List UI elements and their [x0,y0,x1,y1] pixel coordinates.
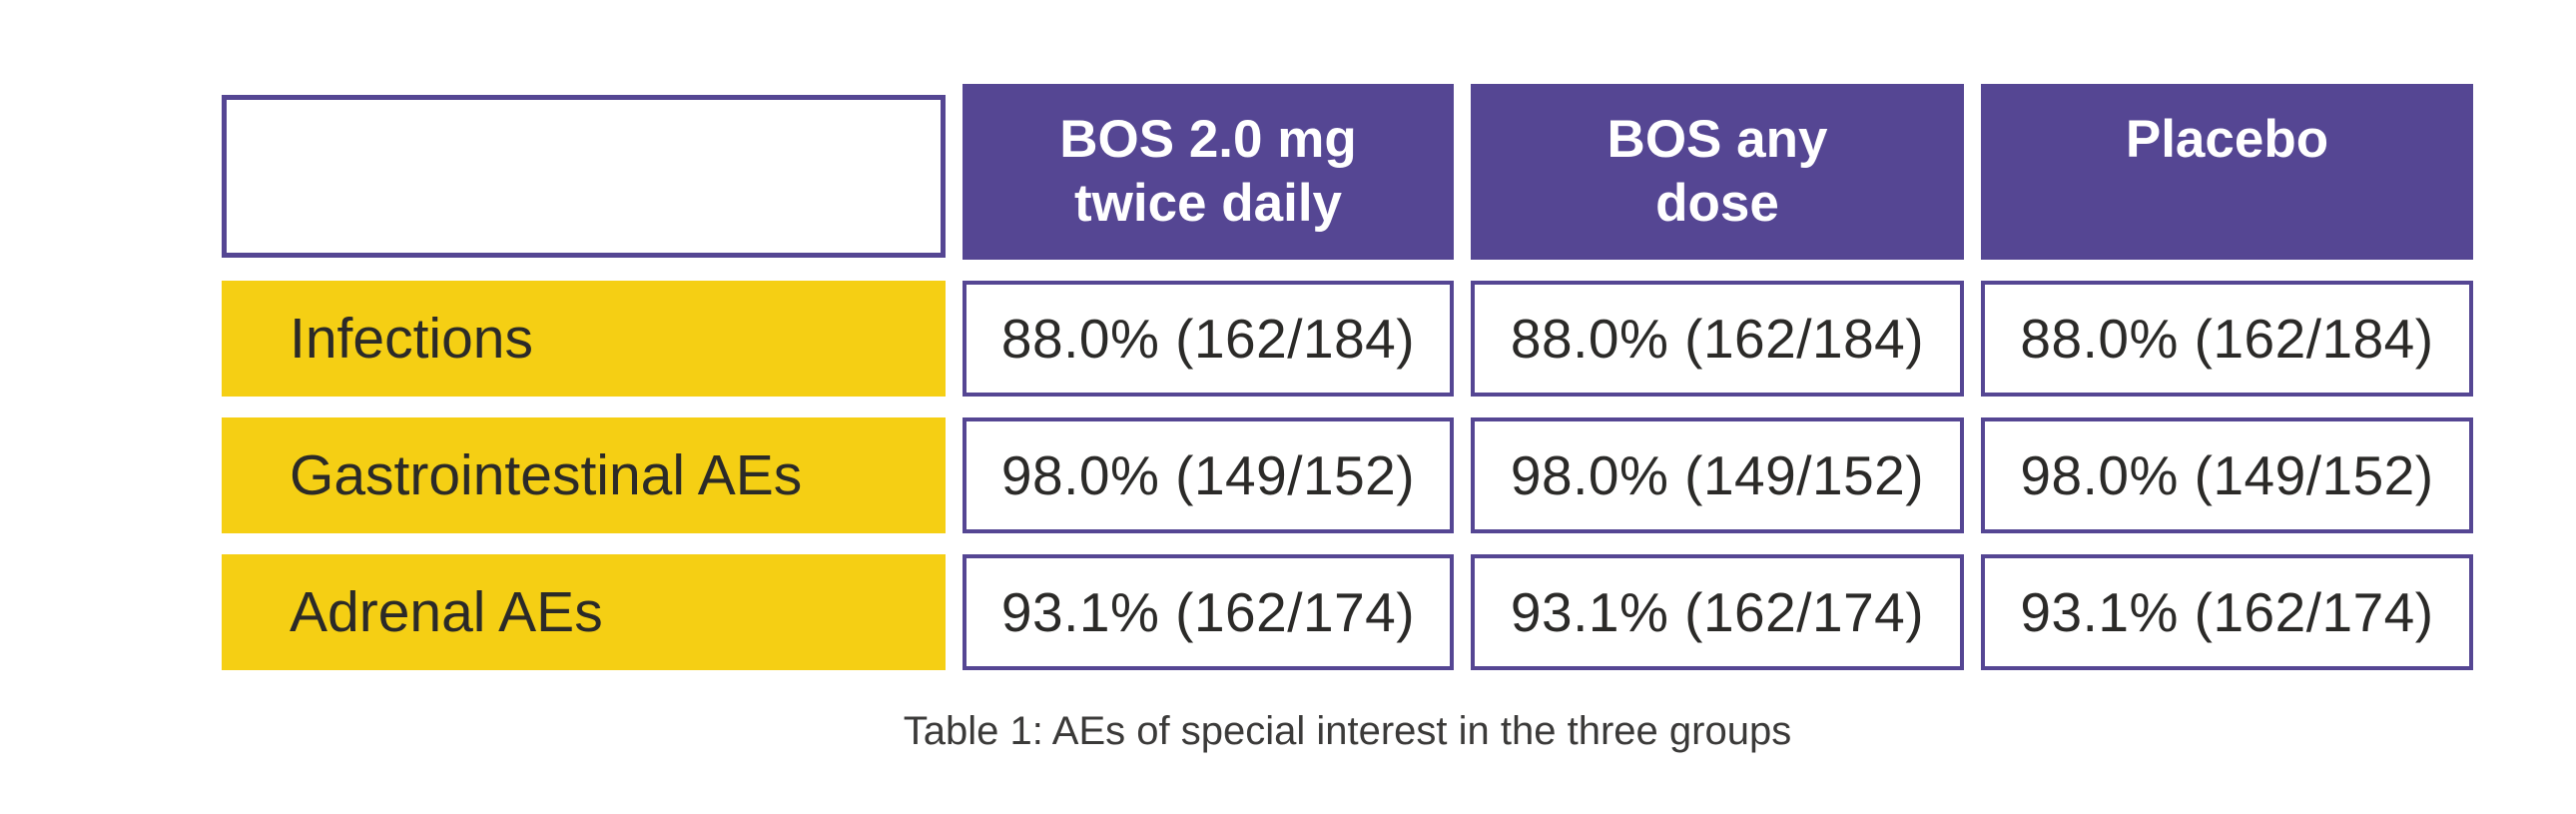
column-header-placebo: Placebo [1981,84,2473,260]
column-header-bos-any-dose: BOS any dose [1471,84,1964,260]
data-cell-gi-placebo: 98.0% (149/152) [1981,417,2473,533]
column-header-line1: BOS any [1607,110,1828,169]
data-cell-infections-bosany: 88.0% (162/184) [1471,281,1964,397]
data-cell-gi-bosany: 98.0% (149/152) [1471,417,1964,533]
column-header-line1: BOS 2.0 mg [1059,110,1357,169]
column-header-bos-2mg: BOS 2.0 mg twice daily [963,84,1454,260]
row-label-adrenal-aes: Adrenal AEs [222,554,946,670]
table-caption: Table 1: AEs of special interest in the … [903,709,1792,753]
data-cell-adrenal-bosany: 93.1% (162/174) [1471,554,1964,670]
data-cell-infections-bos2: 88.0% (162/184) [963,281,1454,397]
data-cell-adrenal-bos2: 93.1% (162/174) [963,554,1454,670]
corner-empty-cell [222,95,946,258]
data-cell-adrenal-placebo: 93.1% (162/174) [1981,554,2473,670]
column-header-line1: Placebo [2125,110,2329,169]
data-cell-gi-bos2: 98.0% (149/152) [963,417,1454,533]
ae-table: BOS 2.0 mg twice daily BOS any dose Plac… [222,84,2473,670]
row-label-gastrointestinal-aes: Gastrointestinal AEs [222,417,946,533]
column-header-line2: twice daily [1073,174,1343,233]
column-header-line2: dose [1655,174,1779,233]
data-cell-infections-placebo: 88.0% (162/184) [1981,281,2473,397]
row-label-infections: Infections [222,281,946,397]
